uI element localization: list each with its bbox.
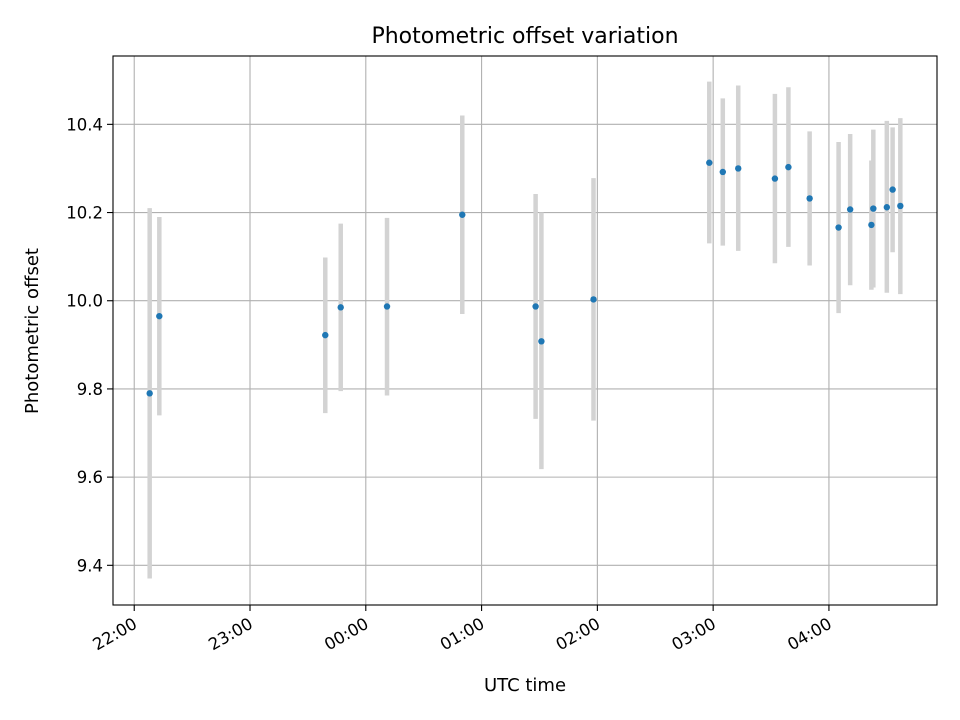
x-axis-label: UTC time	[484, 675, 566, 696]
y-tick-label: 9.8	[77, 380, 103, 399]
data-point	[459, 211, 466, 218]
x-tick-label: 03:00	[668, 614, 719, 654]
data-point	[897, 202, 904, 210]
data-point	[870, 205, 877, 212]
data-point	[735, 165, 742, 172]
data-point	[532, 303, 539, 310]
axis-ticks: 22:00 23:00 00:00 01:00 02:00 03:00 04:00 9.4 9.…	[66, 115, 835, 654]
data-point	[835, 224, 842, 231]
x-tick-label: 02:00	[553, 614, 604, 654]
x-tick-label: 04:00	[784, 614, 835, 654]
data-point	[156, 312, 163, 320]
y-tick-label: 10.4	[66, 115, 103, 134]
error-bars	[147, 81, 903, 579]
data-point	[889, 186, 896, 193]
data-point	[538, 338, 545, 345]
data-point	[146, 390, 153, 397]
x-tick-label: 01:00	[437, 614, 488, 654]
data-point	[337, 304, 344, 311]
plot-frame	[112, 55, 938, 606]
data-point	[383, 303, 391, 310]
data-point	[785, 163, 792, 171]
y-tick-label: 10.2	[66, 204, 103, 223]
data-point	[846, 206, 854, 213]
data-point	[719, 168, 726, 176]
data-point	[322, 331, 329, 339]
y-axis-label: Photometric offset	[22, 248, 43, 414]
data-point	[806, 195, 813, 202]
data-point	[883, 204, 891, 211]
data-point	[868, 221, 875, 229]
x-tick-label: 00:00	[321, 614, 372, 654]
chart-title: Photometric offset variation	[371, 24, 678, 49]
y-tick-label: 9.4	[77, 556, 103, 575]
data-point	[706, 159, 713, 166]
grid-lines	[113, 56, 937, 605]
x-tick-label: 22:00	[90, 614, 141, 654]
y-tick-label: 10.0	[66, 292, 103, 311]
x-tick-label: 23:00	[205, 614, 256, 654]
y-tick-label: 9.6	[77, 468, 103, 487]
data-point	[771, 175, 779, 182]
data-points	[146, 159, 904, 397]
data-point	[590, 296, 597, 303]
